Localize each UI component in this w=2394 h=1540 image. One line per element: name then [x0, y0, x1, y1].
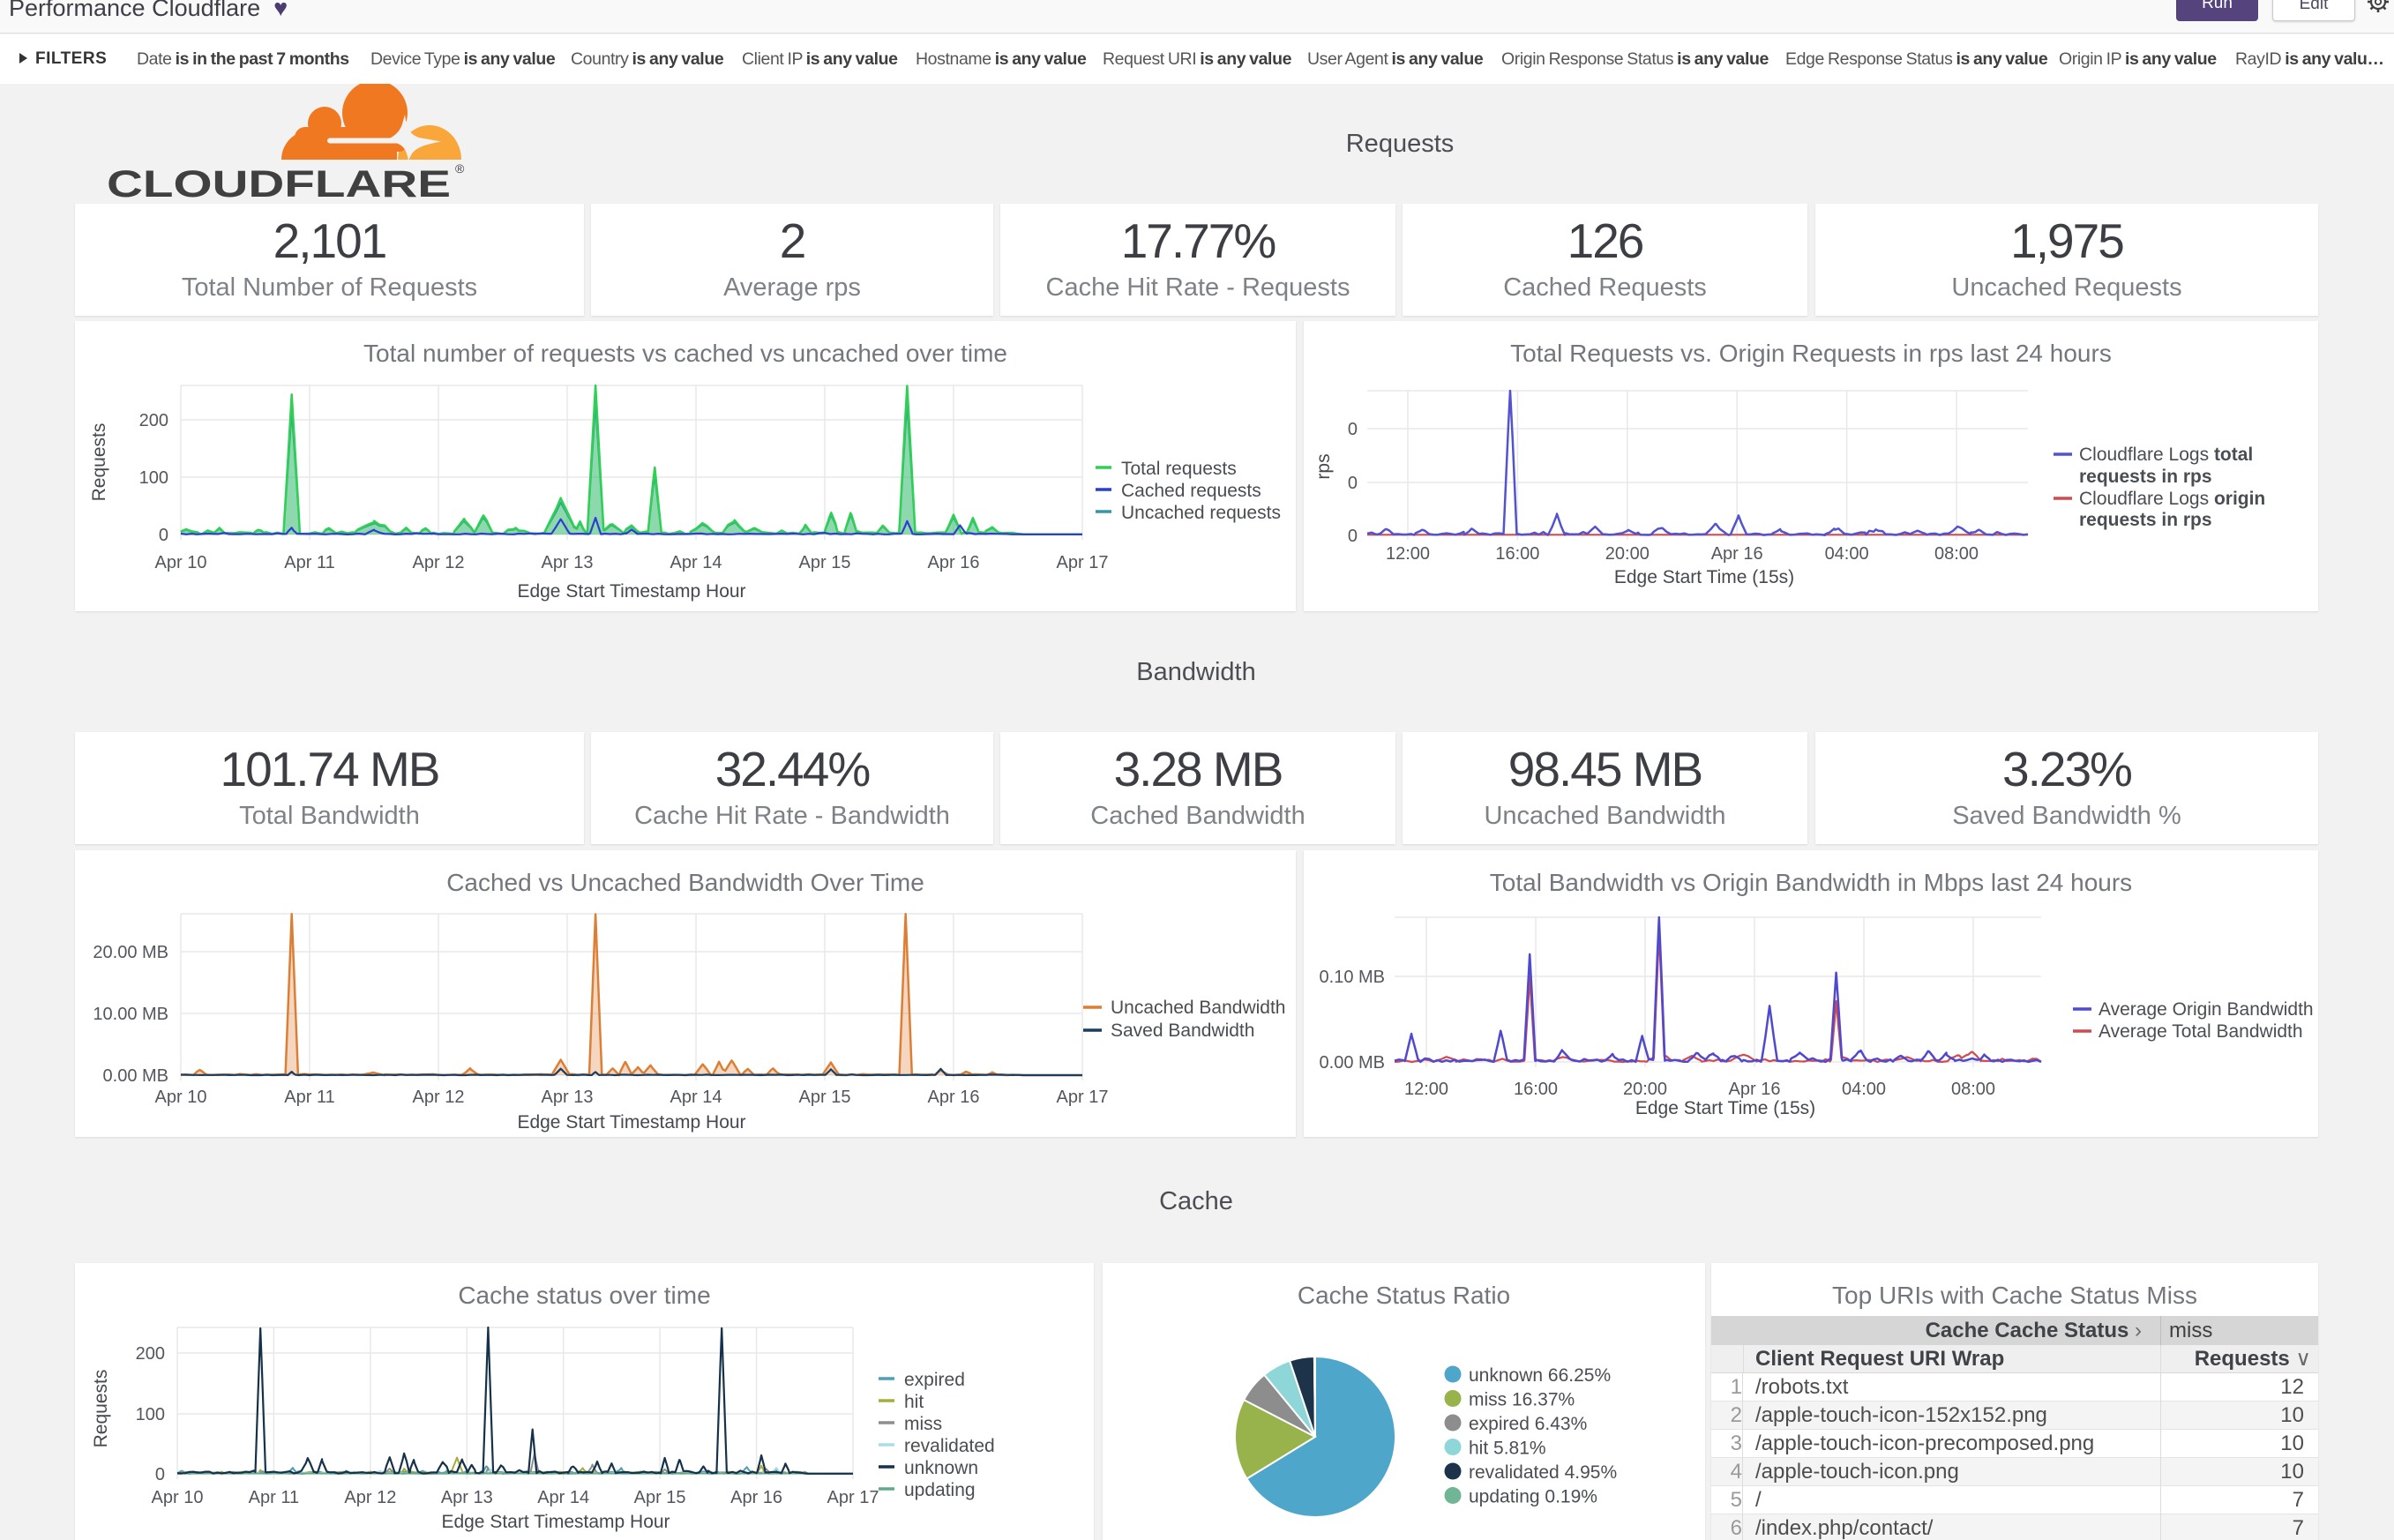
svg-text:unknown: unknown	[904, 1458, 978, 1478]
svg-text:hit: hit	[904, 1392, 924, 1412]
svg-text:Uncached requests: Uncached requests	[1121, 503, 1281, 523]
svg-text:08:00: 08:00	[1934, 544, 1979, 564]
svg-text:04:00: 04:00	[1825, 544, 1869, 564]
svg-text:Apr 10: Apr 10	[155, 1088, 207, 1107]
svg-text:®: ®	[455, 161, 465, 176]
svg-text:Edge Start Time (15s): Edge Start Time (15s)	[1635, 1098, 1815, 1118]
svg-text:Apr 14: Apr 14	[670, 553, 722, 572]
svg-text:04:00: 04:00	[1842, 1080, 1886, 1099]
svg-text:200: 200	[136, 1344, 165, 1364]
svg-text:0.00 MB: 0.00 MB	[103, 1066, 168, 1086]
svg-text:revalidated: revalidated	[904, 1436, 995, 1456]
svg-text:10.00 MB: 10.00 MB	[93, 1005, 168, 1024]
svg-text:Apr 11: Apr 11	[284, 553, 334, 572]
svg-text:0: 0	[159, 526, 168, 545]
svg-text:Requests: Requests	[91, 1370, 111, 1448]
svg-text:Cached requests: Cached requests	[1121, 481, 1261, 501]
svg-text:Edge Start Timestamp Hour: Edge Start Timestamp Hour	[517, 1112, 745, 1133]
svg-text:hit 5.81%: hit 5.81%	[1469, 1439, 1546, 1459]
svg-text:Apr 15: Apr 15	[799, 553, 851, 572]
svg-text:0.10 MB: 0.10 MB	[1320, 968, 1385, 987]
svg-text:Apr 13: Apr 13	[441, 1488, 493, 1507]
svg-text:16:00: 16:00	[1495, 544, 1539, 564]
svg-text:Apr 15: Apr 15	[634, 1488, 686, 1507]
svg-text:Apr 10: Apr 10	[155, 553, 207, 572]
svg-text:unknown 66.25%: unknown 66.25%	[1469, 1365, 1611, 1386]
svg-text:Apr 16: Apr 16	[928, 1088, 980, 1107]
svg-text:expired 6.43%: expired 6.43%	[1469, 1414, 1587, 1434]
svg-text:0: 0	[1348, 420, 1358, 439]
svg-text:Apr 11: Apr 11	[284, 1088, 334, 1107]
svg-text:Edge Start Time (15s): Edge Start Time (15s)	[1614, 567, 1794, 587]
svg-text:updating 0.19%: updating 0.19%	[1469, 1487, 1597, 1507]
svg-text:Apr 12: Apr 12	[344, 1488, 396, 1507]
svg-text:miss: miss	[904, 1414, 942, 1434]
svg-text:08:00: 08:00	[1951, 1080, 1995, 1099]
svg-text:Apr 13: Apr 13	[542, 1088, 594, 1107]
svg-text:20:00: 20:00	[1623, 1080, 1667, 1099]
svg-text:200: 200	[139, 411, 168, 430]
svg-text:Requests: Requests	[89, 423, 109, 502]
svg-text:Apr 12: Apr 12	[413, 553, 465, 572]
svg-text:Apr 12: Apr 12	[413, 1088, 465, 1107]
svg-text:Apr 16: Apr 16	[928, 553, 980, 572]
svg-text:0.00 MB: 0.00 MB	[1320, 1053, 1385, 1073]
svg-text:requests in rps: requests in rps	[2079, 510, 2212, 530]
svg-text:Average Origin Bandwidth: Average Origin Bandwidth	[2098, 999, 2314, 1020]
svg-text:Edge Start Timestamp Hour: Edge Start Timestamp Hour	[441, 1512, 670, 1532]
svg-text:rps: rps	[1313, 453, 1334, 479]
svg-text:Apr 13: Apr 13	[542, 553, 594, 572]
svg-text:Saved Bandwidth: Saved Bandwidth	[1111, 1020, 1254, 1041]
svg-text:Apr 14: Apr 14	[537, 1488, 589, 1507]
svg-text:CLOUDFLARE: CLOUDFLARE	[107, 163, 451, 203]
svg-text:Uncached Bandwidth: Uncached Bandwidth	[1111, 998, 1285, 1018]
svg-text:Total requests: Total requests	[1121, 459, 1237, 479]
svg-text:Cloudflare Logs origin: Cloudflare Logs origin	[2079, 489, 2265, 509]
svg-text:revalidated 4.95%: revalidated 4.95%	[1469, 1462, 1617, 1483]
svg-text:Apr 17: Apr 17	[1057, 1088, 1109, 1107]
svg-text:100: 100	[139, 468, 168, 488]
svg-text:16:00: 16:00	[1514, 1080, 1558, 1099]
svg-text:Apr 10: Apr 10	[152, 1488, 204, 1507]
svg-text:expired: expired	[904, 1370, 965, 1390]
svg-text:12:00: 12:00	[1404, 1080, 1448, 1099]
svg-text:Apr 16: Apr 16	[1711, 544, 1763, 564]
svg-text:Apr 17: Apr 17	[1057, 553, 1109, 572]
svg-text:Apr 17: Apr 17	[827, 1488, 879, 1507]
svg-text:Average Total Bandwidth: Average Total Bandwidth	[2098, 1021, 2303, 1042]
svg-text:Edge Start Timestamp Hour: Edge Start Timestamp Hour	[517, 581, 745, 602]
svg-text:updating: updating	[904, 1480, 976, 1500]
svg-text:20:00: 20:00	[1605, 544, 1650, 564]
svg-text:Apr 11: Apr 11	[249, 1488, 299, 1507]
svg-text:miss 16.37%: miss 16.37%	[1469, 1390, 1575, 1410]
svg-text:Apr 15: Apr 15	[799, 1088, 851, 1107]
svg-text:12:00: 12:00	[1386, 544, 1430, 564]
svg-text:Apr 14: Apr 14	[670, 1088, 722, 1107]
svg-text:0: 0	[155, 1465, 165, 1484]
svg-text:100: 100	[136, 1405, 165, 1424]
svg-text:requests in rps: requests in rps	[2079, 467, 2212, 487]
svg-text:0: 0	[1348, 527, 1358, 546]
svg-text:Apr 16: Apr 16	[730, 1488, 782, 1507]
svg-text:20.00 MB: 20.00 MB	[93, 943, 168, 962]
svg-text:Cloudflare Logs total: Cloudflare Logs total	[2079, 445, 2253, 465]
svg-text:0: 0	[1348, 474, 1358, 493]
svg-text:Apr 16: Apr 16	[1729, 1080, 1781, 1099]
